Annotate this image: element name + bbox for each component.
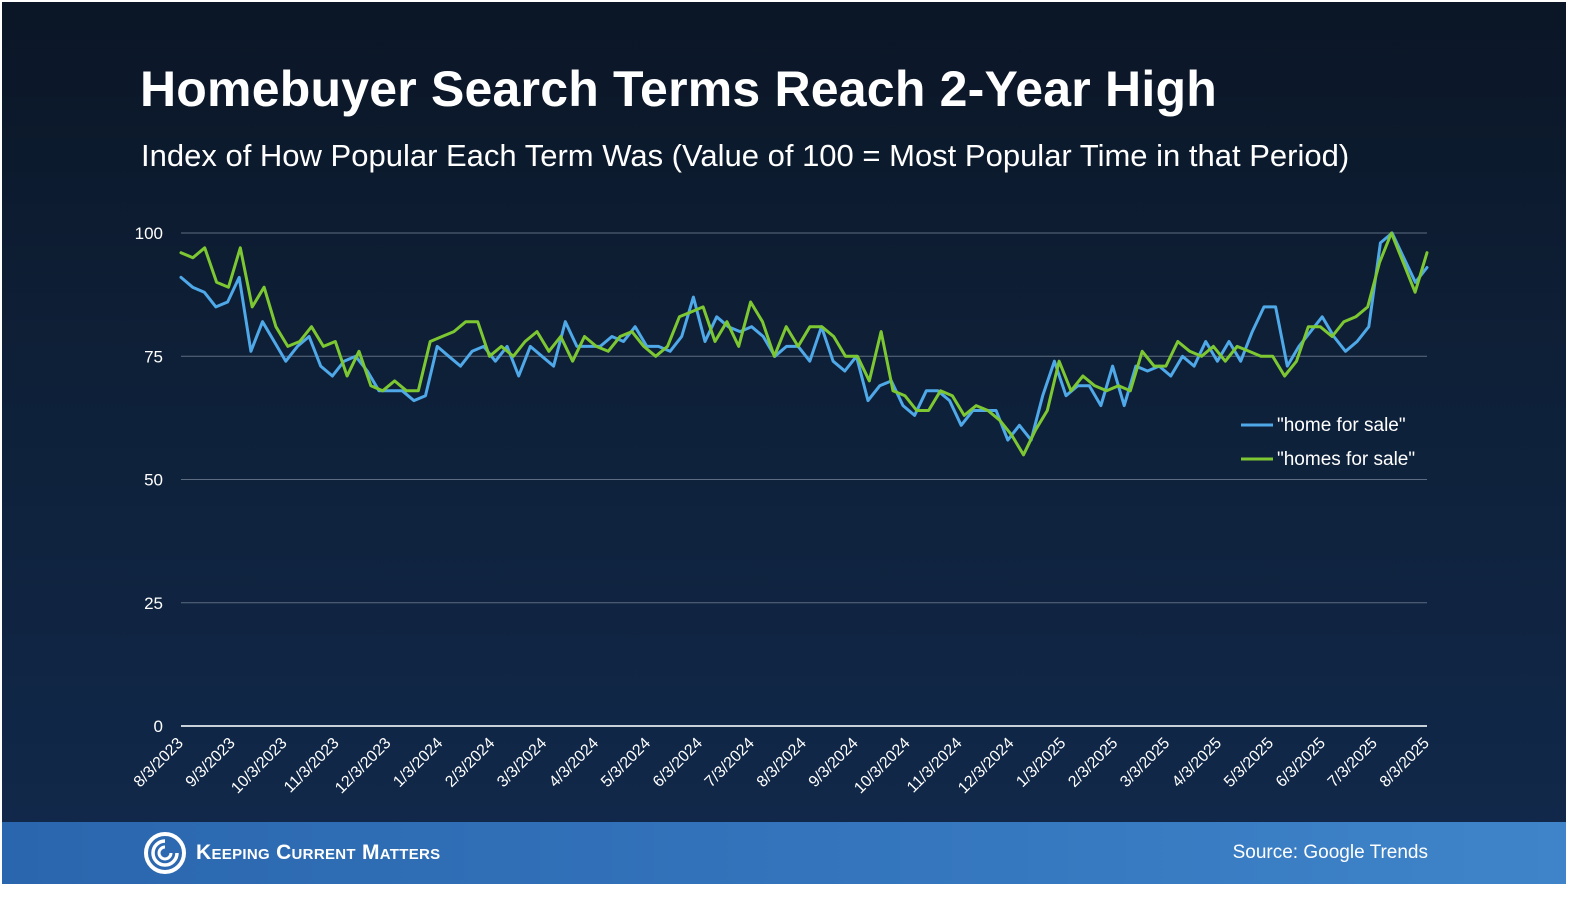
x-tick-label: 5/3/2024 — [598, 735, 654, 791]
x-tick-label: 1/3/2024 — [390, 735, 446, 791]
x-tick-label: 2/3/2024 — [442, 735, 498, 791]
x-tick-label: 2/3/2025 — [1065, 735, 1121, 791]
y-tick-label: 75 — [144, 347, 163, 366]
y-tick-label: 100 — [135, 224, 163, 243]
chart-title: Homebuyer Search Terms Reach 2-Year High — [140, 61, 1217, 117]
x-tick-label: 6/3/2024 — [650, 735, 706, 791]
x-tick-label: 8/3/2024 — [754, 735, 810, 791]
x-axis-ticks: 8/3/20239/3/202310/3/202311/3/202312/3/2… — [131, 735, 1433, 797]
x-tick-label: 12/3/2023 — [332, 735, 394, 797]
x-tick-label: 7/3/2025 — [1325, 735, 1381, 791]
y-tick-label: 0 — [154, 717, 163, 736]
legend-label: "home for sale" — [1277, 415, 1406, 436]
y-tick-label: 25 — [144, 594, 163, 613]
legend-label: "homes for sale" — [1277, 449, 1415, 470]
x-tick-label: 3/3/2024 — [494, 735, 550, 791]
x-tick-label: 8/3/2025 — [1377, 735, 1433, 791]
y-axis-ticks: 0 25 50 75 100 — [135, 224, 163, 736]
x-tick-label: 10/3/2023 — [228, 735, 290, 797]
gridlines — [181, 232, 1427, 727]
y-tick-label: 50 — [144, 471, 163, 490]
x-tick-label: 7/3/2024 — [702, 735, 758, 791]
x-tick-label: 8/3/2023 — [131, 735, 187, 791]
line-chart: 0 25 50 75 100 8/3/20239/3/202310/3/202311/3… — [131, 224, 1433, 797]
x-tick-label: 3/3/2025 — [1117, 735, 1173, 791]
x-tick-label: 12/3/2024 — [955, 735, 1017, 797]
x-tick-label: 10/3/2024 — [851, 735, 913, 797]
x-tick-label: 1/3/2025 — [1013, 735, 1069, 791]
legend-entry: "homes for sale" — [1241, 449, 1415, 470]
x-tick-label: 4/3/2025 — [1169, 735, 1225, 791]
footer-bar: Keeping Current Matters Source: Google T… — [2, 822, 1566, 884]
source-note: Source: Google Trends — [1232, 842, 1428, 863]
series-line-homes-for-sale — [179, 231, 1429, 457]
x-tick-label: 6/3/2025 — [1273, 735, 1329, 791]
chart-subtitle: Index of How Popular Each Term Was (Valu… — [141, 138, 1350, 173]
x-tick-label: 4/3/2024 — [546, 735, 602, 791]
series-line-home-for-sale — [179, 231, 1429, 442]
kcm-swirl-logo-icon — [144, 832, 186, 874]
chart-panel: Homebuyer Search Terms Reach 2-Year High… — [2, 2, 1566, 822]
series-lines — [179, 231, 1429, 457]
x-tick-label: 5/3/2025 — [1221, 735, 1277, 791]
brand-name: Keeping Current Matters — [196, 841, 441, 864]
legend: "home for sale" "homes for sale" — [1241, 415, 1415, 470]
brand: Keeping Current Matters — [144, 832, 440, 874]
legend-entry: "home for sale" — [1241, 415, 1406, 436]
